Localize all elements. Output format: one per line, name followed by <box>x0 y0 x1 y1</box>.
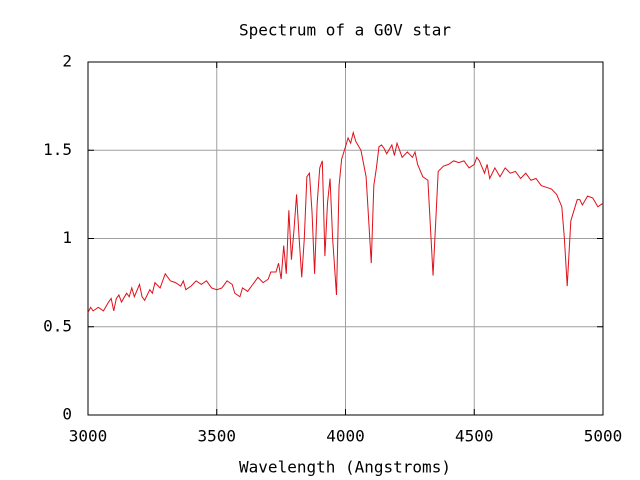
y-tick-label: 1.5 <box>43 140 72 159</box>
y-tick-label: 0 <box>62 405 72 424</box>
y-tick-label: 1 <box>62 228 72 247</box>
x-tick-label: 5000 <box>584 427 623 446</box>
x-tick-label: 4000 <box>326 427 365 446</box>
x-tick-label: 3000 <box>69 427 108 446</box>
spectrum-line <box>87 130 604 313</box>
x-tick-label: 3500 <box>197 427 236 446</box>
chart-title: Spectrum of a G0V star <box>239 21 451 40</box>
y-tick-label: 0.5 <box>43 316 72 335</box>
x-tick-label: 4500 <box>455 427 494 446</box>
plot-frame <box>87 61 604 416</box>
x-axis-label: Wavelength (Angstroms) <box>239 458 451 477</box>
y-tick-label: 2 <box>62 52 72 71</box>
